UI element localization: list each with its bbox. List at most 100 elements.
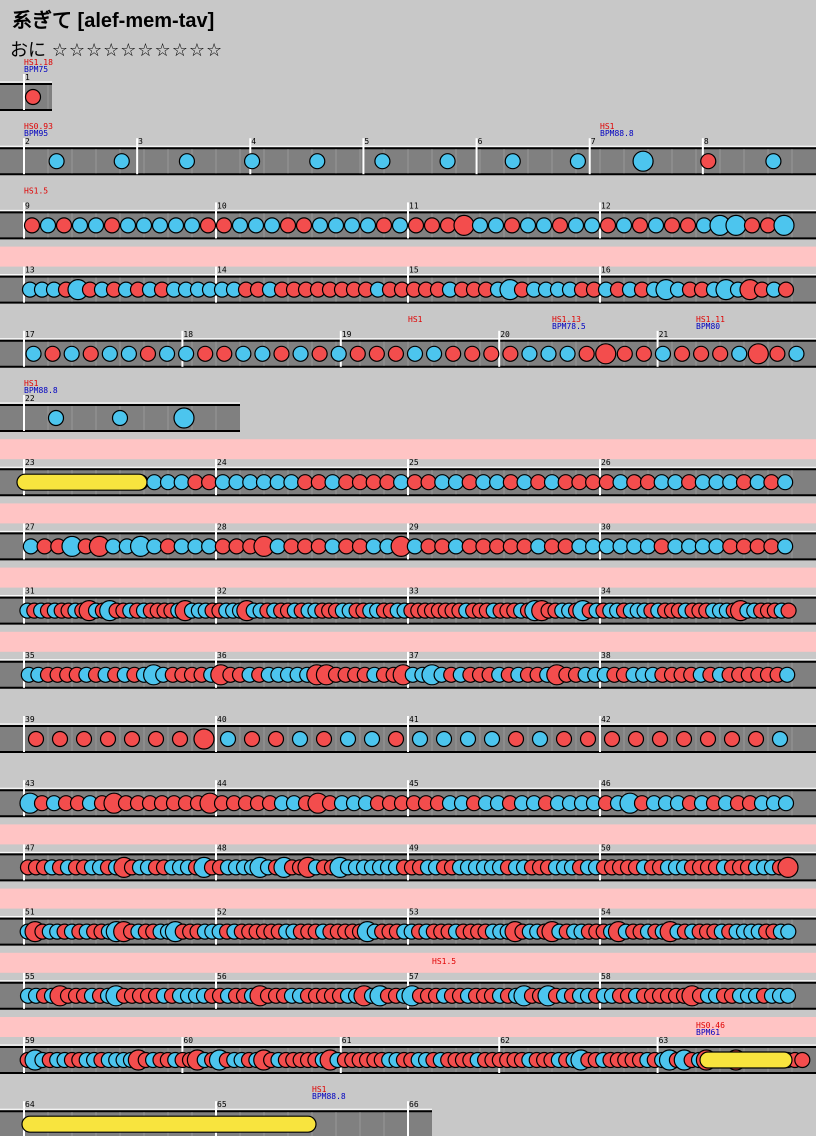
- ka-note: [119, 217, 137, 234]
- hs-label: HS1.5: [24, 186, 48, 195]
- don-note: [297, 474, 314, 491]
- measure-number: 65: [217, 1100, 227, 1109]
- ka-note: [475, 474, 492, 491]
- ka-note: [363, 730, 381, 748]
- ka-note: [765, 153, 782, 170]
- song-title: 系ぎて [alef-mem-tav]: [12, 4, 214, 33]
- measure-number: 13: [25, 266, 35, 275]
- ka-note: [521, 345, 538, 362]
- measure-number: 19: [342, 330, 352, 339]
- ka-note: [459, 730, 477, 748]
- don-note: [273, 345, 290, 362]
- gogo-band: [0, 1017, 816, 1037]
- measure-number: 62: [500, 1036, 510, 1045]
- ka-note: [559, 345, 576, 362]
- hs-label: HS1: [312, 1085, 327, 1094]
- don-note: [639, 474, 657, 491]
- don-note: [36, 538, 53, 555]
- don-note: [475, 538, 492, 555]
- don-note: [489, 538, 506, 555]
- ka-note: [773, 214, 795, 236]
- measure-number: 47: [25, 843, 35, 852]
- ka-note: [543, 474, 561, 491]
- ka-note: [269, 538, 286, 555]
- don-note: [351, 538, 369, 555]
- don-note: [679, 217, 697, 234]
- ka-note: [283, 474, 300, 491]
- ka-note: [39, 217, 57, 234]
- don-note: [530, 474, 547, 491]
- don-note: [103, 217, 121, 234]
- ka-note: [263, 217, 281, 234]
- ka-note: [113, 153, 130, 170]
- don-note: [187, 474, 204, 491]
- ka-note: [178, 345, 195, 362]
- don-note: [123, 730, 141, 748]
- don-note: [749, 538, 766, 555]
- measure-number: 53: [409, 908, 419, 917]
- don-note: [722, 538, 739, 555]
- ka-note: [235, 345, 252, 362]
- don-note: [464, 345, 481, 362]
- ka-note: [435, 730, 453, 748]
- don-note: [675, 730, 693, 748]
- hs-label: HS0.93: [24, 122, 53, 131]
- ka-note: [330, 345, 347, 362]
- ka-note: [111, 409, 129, 427]
- measure-number: 3: [138, 137, 143, 146]
- ka-note: [228, 474, 245, 491]
- don-note: [338, 538, 355, 555]
- don-note: [311, 345, 328, 362]
- measure-number: 14: [217, 266, 227, 275]
- don-note: [507, 730, 525, 748]
- measure-number: 18: [183, 330, 193, 339]
- ka-note: [567, 217, 585, 234]
- ka-note: [471, 217, 489, 234]
- measure-number: 43: [25, 779, 35, 788]
- ka-note: [489, 474, 506, 491]
- don-note: [351, 474, 369, 491]
- don-note: [735, 538, 753, 555]
- ka-note: [447, 474, 465, 491]
- measure-number: 26: [601, 458, 611, 467]
- measure-number: 48: [217, 843, 227, 852]
- ka-note: [158, 345, 176, 362]
- measure-number: 24: [217, 458, 227, 467]
- ka-note: [777, 474, 794, 491]
- bpm-label: BPM80: [696, 322, 720, 331]
- measure-number: 54: [601, 908, 611, 917]
- gogo-band: [0, 888, 816, 909]
- measure-number: 6: [478, 137, 483, 146]
- ka-note: [777, 538, 794, 555]
- ka-note: [779, 987, 797, 1004]
- don-note: [699, 730, 717, 748]
- don-note: [159, 538, 177, 555]
- ka-note: [167, 217, 185, 234]
- don-note: [579, 730, 597, 748]
- don-note: [769, 345, 786, 362]
- ka-note: [632, 150, 654, 172]
- ka-note: [173, 538, 190, 555]
- don-note: [338, 474, 355, 491]
- don-note: [51, 730, 69, 748]
- ka-note: [231, 217, 249, 234]
- drumroll-note: [699, 1051, 793, 1069]
- don-note: [24, 88, 42, 106]
- don-note: [743, 217, 761, 234]
- measure-number: 30: [601, 522, 611, 531]
- ka-note: [516, 474, 533, 491]
- don-note: [139, 345, 157, 362]
- ka-note: [339, 730, 357, 748]
- don-note: [723, 730, 741, 748]
- don-note: [692, 345, 710, 362]
- measure-number: 36: [217, 651, 227, 660]
- ka-note: [359, 217, 377, 234]
- ka-note: [694, 474, 711, 491]
- ka-note: [654, 345, 672, 362]
- ka-note: [219, 730, 237, 748]
- don-note: [228, 538, 245, 555]
- hs-label: HS1.5: [432, 957, 456, 966]
- don-note: [780, 602, 797, 619]
- measure-number: 40: [217, 715, 227, 724]
- don-note: [759, 217, 777, 234]
